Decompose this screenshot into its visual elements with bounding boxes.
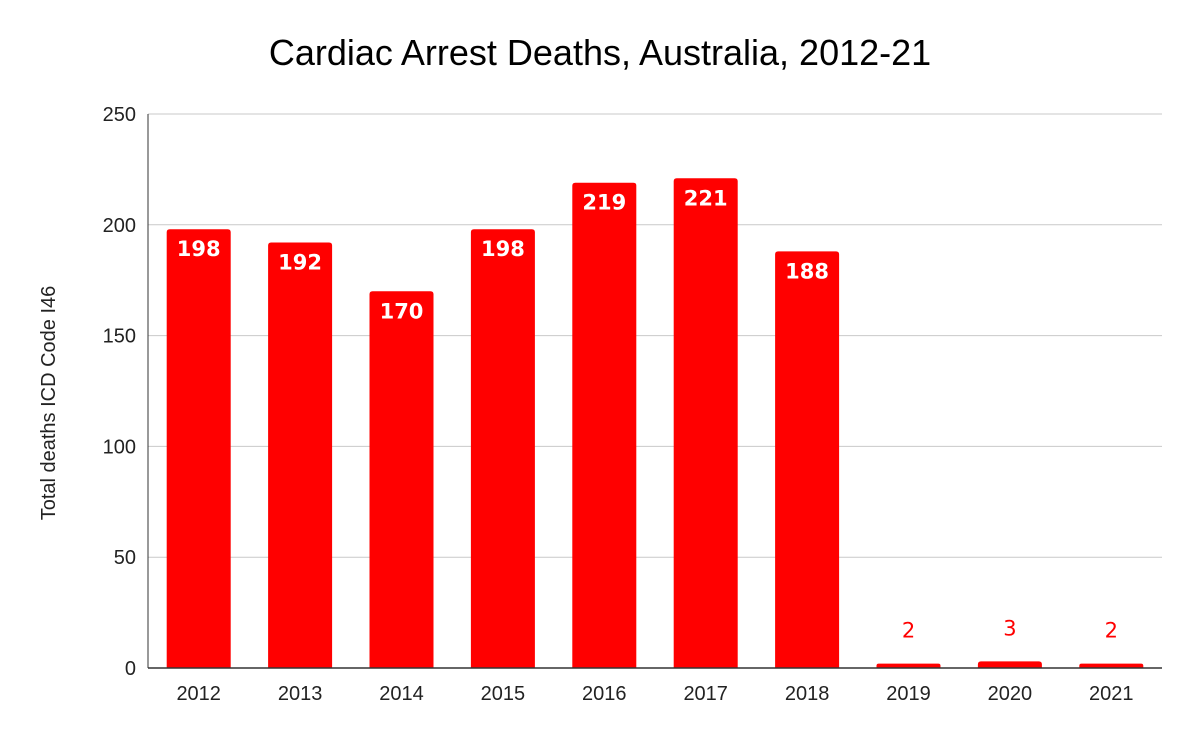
data-label: 170 [380, 299, 424, 323]
x-tick-label: 2015 [481, 683, 526, 705]
y-tick-label: 50 [114, 547, 136, 569]
data-label: 221 [684, 186, 728, 210]
data-label: 188 [785, 259, 829, 283]
y-tick-label: 200 [103, 215, 136, 237]
bar-2020 [977, 661, 1042, 668]
x-tick-label: 2013 [278, 683, 323, 705]
x-tick-label: 2018 [785, 683, 830, 705]
axes [147, 114, 1162, 669]
bar-2013 [268, 242, 333, 668]
bar-2012 [166, 229, 231, 668]
data-label: 2 [902, 619, 915, 643]
data-label: 198 [177, 237, 221, 261]
y-tick-label: 150 [103, 326, 136, 348]
bars [166, 178, 1144, 669]
y-tick-labels: 0 50 100 150 200 250 [103, 104, 136, 680]
x-tick-label: 2016 [582, 683, 627, 705]
bar-2016 [572, 182, 637, 669]
x-tick-label: 2021 [1089, 683, 1134, 705]
x-tick-labels: 2012 2013 2014 2015 2016 2017 2018 2019 2020 2021 [176, 683, 1133, 705]
data-label: 198 [481, 237, 525, 261]
bar-2017 [673, 178, 738, 668]
y-tick-label: 250 [103, 104, 136, 126]
data-label: 192 [278, 251, 322, 275]
x-tick-label: 2017 [683, 683, 728, 705]
x-tick-label: 2014 [379, 683, 424, 705]
x-tick-label: 2012 [176, 683, 221, 705]
data-labels: 198 192 170 198 219 221 188 2 3 2 [177, 186, 1118, 642]
bar-2019 [876, 663, 941, 668]
chart-title: Cardiac Arrest Deaths, Australia, 2012-2… [268, 32, 932, 73]
data-label: 2 [1105, 619, 1118, 643]
data-label: 3 [1003, 616, 1016, 640]
y-tick-label: 100 [103, 436, 136, 458]
data-label: 219 [582, 191, 626, 215]
x-tick-label: 2019 [886, 683, 931, 705]
bar-2014 [369, 291, 434, 668]
y-axis-label: Total deaths ICD Code I46 [38, 286, 60, 521]
x-tick-label: 2020 [988, 683, 1033, 705]
y-tick-label: 0 [125, 658, 136, 680]
bar-2018 [775, 251, 840, 668]
bar-2015 [470, 229, 535, 668]
bar-2021 [1079, 663, 1144, 668]
